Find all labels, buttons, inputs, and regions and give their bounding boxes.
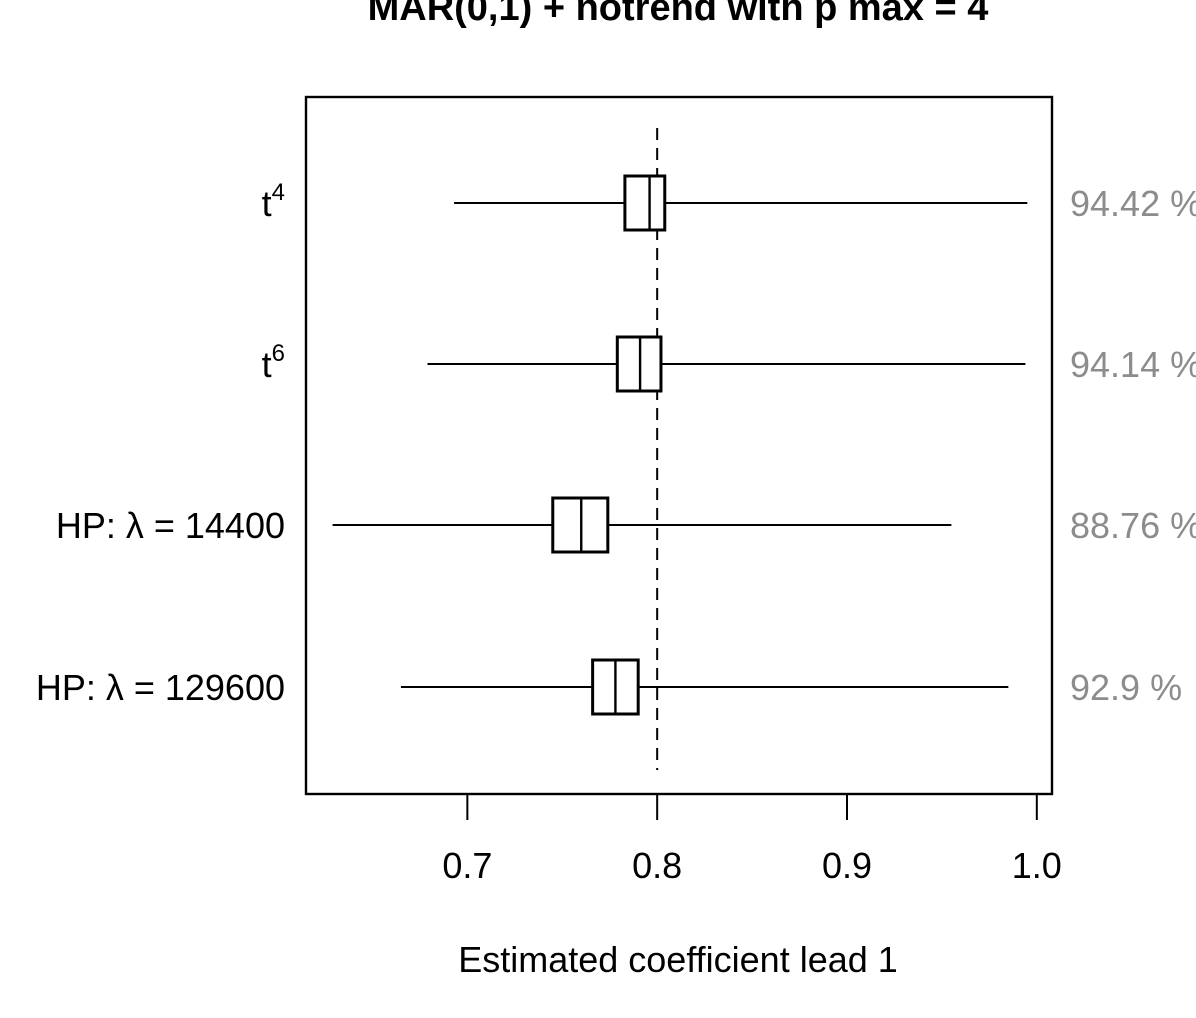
rows-group: t4 94.42 %t6 94.14 %HP: λ = 14400 88.76 %HP… xyxy=(36,174,1196,716)
plot-frame xyxy=(304,95,1054,796)
coverage-percentage: 94.14 % xyxy=(1070,344,1196,385)
forest-row: t4 94.42 % xyxy=(262,174,1196,232)
x-tick-label: 0.7 xyxy=(442,845,492,886)
chart-title: MAR(0,1) + notrend with p max = 4 xyxy=(368,0,989,29)
coverage-percentage: 88.76 % xyxy=(1070,505,1196,546)
row-label: HP: λ = 14400 xyxy=(56,505,285,546)
x-axis-label: Estimated coefficient lead 1 xyxy=(458,939,898,980)
row-label-superscript: 4 xyxy=(272,179,285,206)
row-label: HP: λ = 129600 xyxy=(36,667,285,708)
forest-row: t6 94.14 % xyxy=(262,335,1196,393)
interval-box xyxy=(623,174,667,232)
row-label-text: t xyxy=(262,344,272,385)
forest-row: HP: λ = 129600 92.9 % xyxy=(36,658,1182,716)
row-label-text: t xyxy=(262,183,272,224)
coverage-percentage: 94.42 % xyxy=(1070,183,1196,224)
coverage-percentage: 92.9 % xyxy=(1070,667,1182,708)
row-label: t6 xyxy=(262,340,285,385)
row-label-text: HP: λ = 129600 xyxy=(36,667,285,708)
forest-row: HP: λ = 14400 88.76 % xyxy=(56,496,1196,554)
row-label-superscript: 6 xyxy=(272,340,285,367)
x-tick-label: 0.8 xyxy=(632,845,682,886)
row-label-text: HP: λ = 14400 xyxy=(56,505,285,546)
x-tick-label: 0.9 xyxy=(822,845,872,886)
x-axis-ticks: 0.7 0.8 0.9 1.0 xyxy=(442,794,1062,886)
row-label: t4 xyxy=(262,179,285,224)
x-tick-label: 1.0 xyxy=(1012,845,1062,886)
